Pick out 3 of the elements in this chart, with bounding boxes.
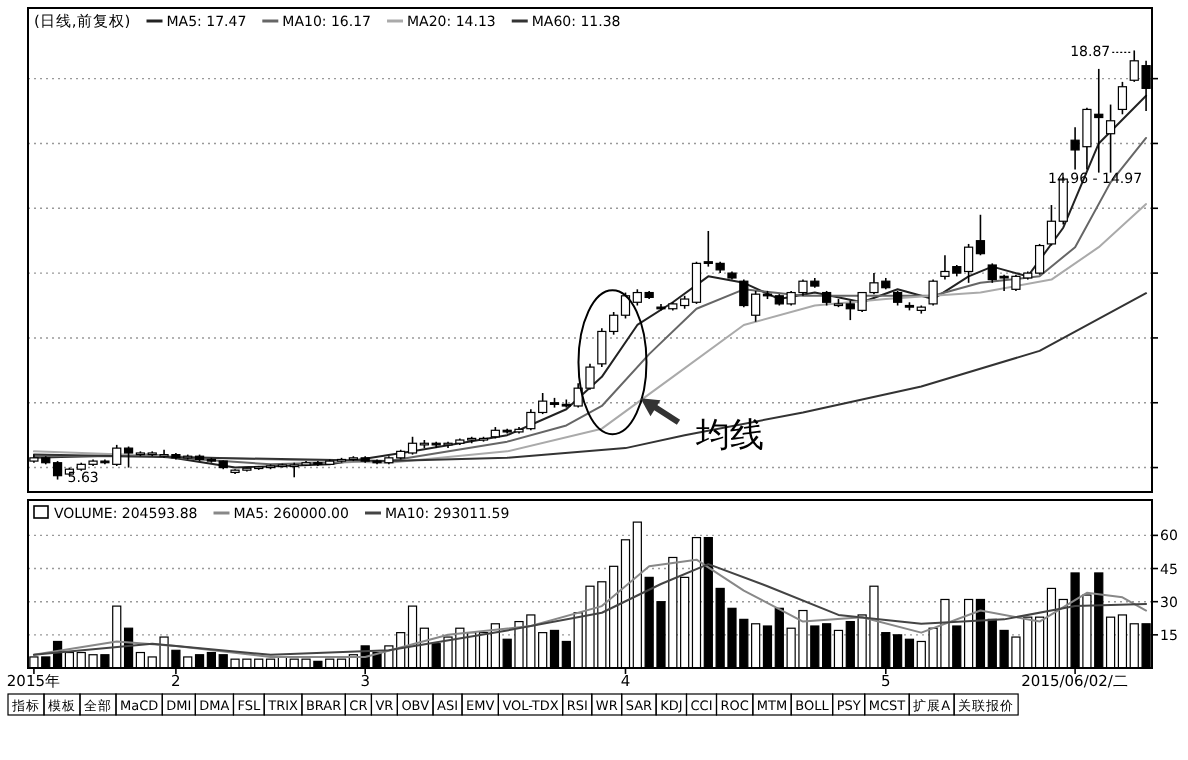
candlestick bbox=[1105, 103, 1116, 174]
candlestick bbox=[928, 278, 938, 307]
candlestick bbox=[1117, 81, 1128, 116]
